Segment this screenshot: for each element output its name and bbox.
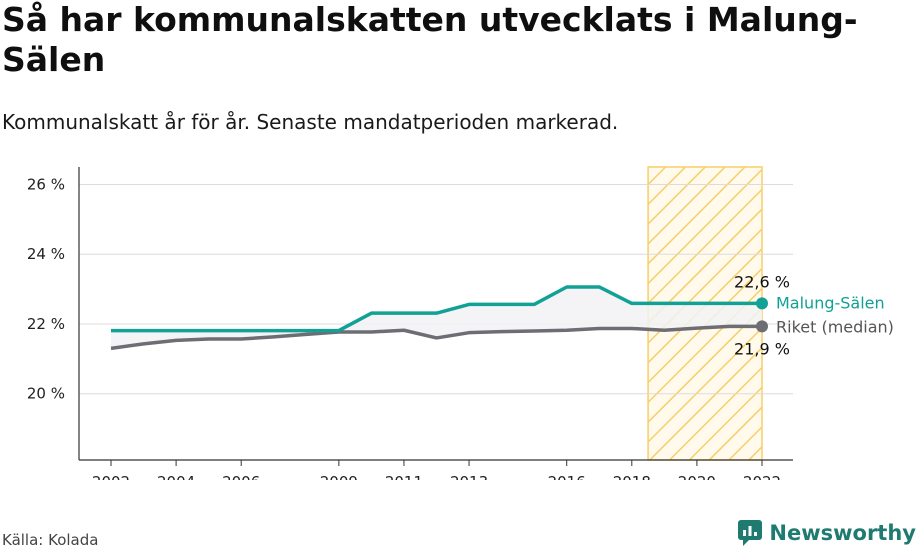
x-tick-label: 2018 <box>613 473 651 480</box>
source-note: Källa: Kolada <box>2 531 99 549</box>
x-tick-label: 2002 <box>92 473 130 480</box>
series-line-riket-median <box>110 324 762 351</box>
x-tick-label: 2013 <box>450 473 488 480</box>
x-tick-label: 2011 <box>385 473 423 480</box>
end-value-label-riket: 21,9 % <box>734 339 790 358</box>
brand-name: Newsworthy <box>769 521 916 545</box>
series-name-label-malung-salen: Malung-Sälen <box>776 293 885 312</box>
series-end-dot-malung-s-len <box>756 297 768 310</box>
difference-area <box>111 286 762 349</box>
brand-logo: Newsworthy <box>737 519 916 547</box>
y-tick-label: 26 % <box>27 175 65 193</box>
series-name-label-riket: Riket (median) <box>776 317 894 336</box>
x-tick-label: 2004 <box>157 473 195 480</box>
end-value-label-malung-salen: 22,6 % <box>734 272 790 291</box>
y-tick-label: 22 % <box>27 315 65 333</box>
x-tick-label: 2009 <box>320 473 358 480</box>
chart-title: Så har kommunalskatten utvecklats i Malu… <box>2 0 858 79</box>
newsworthy-logo-icon <box>738 520 763 546</box>
x-tick-label: 2022 <box>743 473 781 480</box>
x-tick-label: 2020 <box>678 473 716 480</box>
chart-subtitle: Kommunalskatt år för år. Senaste mandatp… <box>2 110 619 134</box>
y-tick-label: 24 % <box>27 245 65 263</box>
y-tick-label: 20 % <box>27 385 65 403</box>
series-end-dot-riket-median <box>756 320 768 333</box>
line-chart: 20 % 22 % 24 % 26 % 2002 2004 2006 2009 2011 201… <box>27 166 894 480</box>
series-line-malung-s-len <box>111 285 762 333</box>
x-tick-label: 2016 <box>548 473 586 480</box>
x-tick-label: 2006 <box>222 473 260 480</box>
